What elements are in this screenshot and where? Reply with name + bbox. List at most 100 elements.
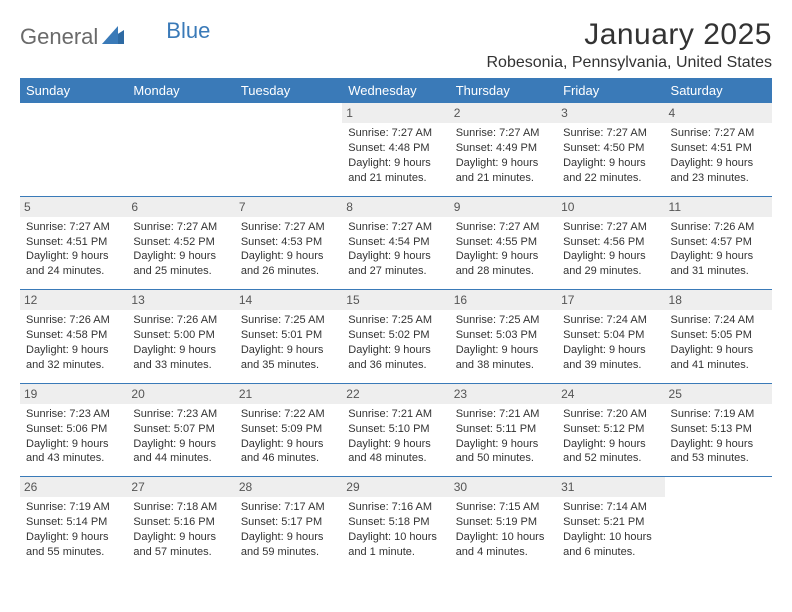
dow-friday: Friday xyxy=(557,78,664,103)
page-title: January 2025 xyxy=(486,18,772,52)
sunset-text: Sunset: 5:16 PM xyxy=(133,515,228,530)
calendar-day-cell: 18Sunrise: 7:24 AMSunset: 5:05 PMDayligh… xyxy=(665,290,772,384)
sunrise-text: Sunrise: 7:21 AM xyxy=(348,407,443,422)
calendar-day-cell: 21 Sunrise: 7:22 AMSunset: 5:09 PMDayligh… xyxy=(235,383,342,477)
day-number: 28 xyxy=(235,477,342,497)
daylight-text: and 21 minutes. xyxy=(456,171,551,186)
daylight-text: Daylight: 9 hours xyxy=(241,343,336,358)
daylight-text: and 46 minutes. xyxy=(241,451,336,466)
day-number: 12 xyxy=(20,290,127,310)
sunrise-text: Sunrise: 7:27 AM xyxy=(133,220,228,235)
sunrise-text: Sunrise: 7:21 AM xyxy=(456,407,551,422)
sunset-text: Sunset: 5:21 PM xyxy=(563,515,658,530)
calendar-day-cell: 9Sunrise: 7:27 AMSunset: 4:55 PMDaylight… xyxy=(450,196,557,290)
sunrise-text: Sunrise: 7:15 AM xyxy=(456,500,551,515)
calendar-day-cell: 12Sunrise: 7:26 AMSunset: 4:58 PMDayligh… xyxy=(20,290,127,384)
calendar-day-cell xyxy=(665,477,772,570)
sunrise-text: Sunrise: 7:27 AM xyxy=(456,220,551,235)
daylight-text: Daylight: 9 hours xyxy=(348,156,443,171)
calendar-day-cell: 2Sunrise: 7:27 AMSunset: 4:49 PMDaylight… xyxy=(450,103,557,196)
sunrise-text: Sunrise: 7:25 AM xyxy=(348,313,443,328)
daylight-text: and 52 minutes. xyxy=(563,451,658,466)
daylight-text: Daylight: 9 hours xyxy=(348,343,443,358)
daylight-text: Daylight: 9 hours xyxy=(26,530,121,545)
daylight-text: and 53 minutes. xyxy=(671,451,766,466)
calendar-day-cell: 13Sunrise: 7:26 AMSunset: 5:00 PMDayligh… xyxy=(127,290,234,384)
sunrise-text: Sunrise: 7:24 AM xyxy=(563,313,658,328)
daylight-text: and 23 minutes. xyxy=(671,171,766,186)
daylight-text: Daylight: 10 hours xyxy=(563,530,658,545)
day-number: 27 xyxy=(127,477,234,497)
sunset-text: Sunset: 5:03 PM xyxy=(456,328,551,343)
brand-text-1: General xyxy=(20,24,98,50)
sunrise-text: Sunrise: 7:27 AM xyxy=(671,126,766,141)
day-number: 9 xyxy=(450,197,557,217)
daylight-text: and 48 minutes. xyxy=(348,451,443,466)
daylight-text: and 50 minutes. xyxy=(456,451,551,466)
daylight-text: and 1 minute. xyxy=(348,545,443,560)
sunrise-text: Sunrise: 7:27 AM xyxy=(26,220,121,235)
sunrise-text: Sunrise: 7:26 AM xyxy=(671,220,766,235)
calendar-day-cell xyxy=(127,103,234,196)
brand-text-2: Blue xyxy=(166,18,210,44)
daylight-text: Daylight: 9 hours xyxy=(133,249,228,264)
daylight-text: and 26 minutes. xyxy=(241,264,336,279)
day-number: 5 xyxy=(20,197,127,217)
day-number: 13 xyxy=(127,290,234,310)
calendar-day-cell: 28Sunrise: 7:17 AMSunset: 5:17 PMDayligh… xyxy=(235,477,342,570)
dow-wednesday: Wednesday xyxy=(342,78,449,103)
calendar-day-cell: 16Sunrise: 7:25 AMSunset: 5:03 PMDayligh… xyxy=(450,290,557,384)
day-number: 21 xyxy=(235,384,342,404)
day-number: 2 xyxy=(450,103,557,123)
header: General Blue January 2025 Robesonia, Pen… xyxy=(20,18,772,72)
calendar-day-cell: 31Sunrise: 7:14 AMSunset: 5:21 PMDayligh… xyxy=(557,477,664,570)
daylight-text: Daylight: 9 hours xyxy=(26,249,121,264)
daylight-text: and 24 minutes. xyxy=(26,264,121,279)
daylight-text: Daylight: 9 hours xyxy=(563,437,658,452)
day-number: 29 xyxy=(342,477,449,497)
daylight-text: Daylight: 9 hours xyxy=(26,437,121,452)
daylight-text: and 33 minutes. xyxy=(133,358,228,373)
calendar-day-cell: 1Sunrise: 7:27 AMSunset: 4:48 PMDaylight… xyxy=(342,103,449,196)
sunrise-text: Sunrise: 7:24 AM xyxy=(671,313,766,328)
calendar-week-row: 5Sunrise: 7:27 AMSunset: 4:51 PMDaylight… xyxy=(20,196,772,290)
day-number: 11 xyxy=(665,197,772,217)
daylight-text: Daylight: 9 hours xyxy=(456,156,551,171)
sunrise-text: Sunrise: 7:22 AM xyxy=(241,407,336,422)
sunset-text: Sunset: 5:00 PM xyxy=(133,328,228,343)
daylight-text: Daylight: 9 hours xyxy=(26,343,121,358)
sunrise-text: Sunrise: 7:26 AM xyxy=(133,313,228,328)
day-number: 1 xyxy=(342,103,449,123)
dow-monday: Monday xyxy=(127,78,234,103)
day-number: 30 xyxy=(450,477,557,497)
sunset-text: Sunset: 5:11 PM xyxy=(456,422,551,437)
calendar-day-cell: 19Sunrise: 7:23 AMSunset: 5:06 PMDayligh… xyxy=(20,383,127,477)
day-number: 17 xyxy=(557,290,664,310)
daylight-text: and 31 minutes. xyxy=(671,264,766,279)
day-number: 25 xyxy=(665,384,772,404)
calendar-day-cell: 24Sunrise: 7:20 AMSunset: 5:12 PMDayligh… xyxy=(557,383,664,477)
sunrise-text: Sunrise: 7:16 AM xyxy=(348,500,443,515)
sunrise-text: Sunrise: 7:19 AM xyxy=(671,407,766,422)
daylight-text: and 21 minutes. xyxy=(348,171,443,186)
calendar-day-cell: 27Sunrise: 7:18 AMSunset: 5:16 PMDayligh… xyxy=(127,477,234,570)
daylight-text: Daylight: 10 hours xyxy=(456,530,551,545)
daylight-text: and 32 minutes. xyxy=(26,358,121,373)
day-number: 20 xyxy=(127,384,234,404)
calendar-week-row: 1Sunrise: 7:27 AMSunset: 4:48 PMDaylight… xyxy=(20,103,772,196)
daylight-text: and 6 minutes. xyxy=(563,545,658,560)
sunset-text: Sunset: 4:52 PM xyxy=(133,235,228,250)
sunset-text: Sunset: 5:09 PM xyxy=(241,422,336,437)
daylight-text: Daylight: 9 hours xyxy=(133,437,228,452)
calendar-day-cell: 23Sunrise: 7:21 AMSunset: 5:11 PMDayligh… xyxy=(450,383,557,477)
calendar-day-cell: 30Sunrise: 7:15 AMSunset: 5:19 PMDayligh… xyxy=(450,477,557,570)
daylight-text: and 27 minutes. xyxy=(348,264,443,279)
calendar-day-cell: 14Sunrise: 7:25 AMSunset: 5:01 PMDayligh… xyxy=(235,290,342,384)
daylight-text: Daylight: 9 hours xyxy=(671,249,766,264)
daylight-text: Daylight: 9 hours xyxy=(241,437,336,452)
daylight-text: Daylight: 9 hours xyxy=(671,437,766,452)
daylight-text: and 36 minutes. xyxy=(348,358,443,373)
calendar-day-cell: 11Sunrise: 7:26 AMSunset: 4:57 PMDayligh… xyxy=(665,196,772,290)
calendar-day-cell: 8Sunrise: 7:27 AMSunset: 4:54 PMDaylight… xyxy=(342,196,449,290)
daylight-text: Daylight: 9 hours xyxy=(563,156,658,171)
